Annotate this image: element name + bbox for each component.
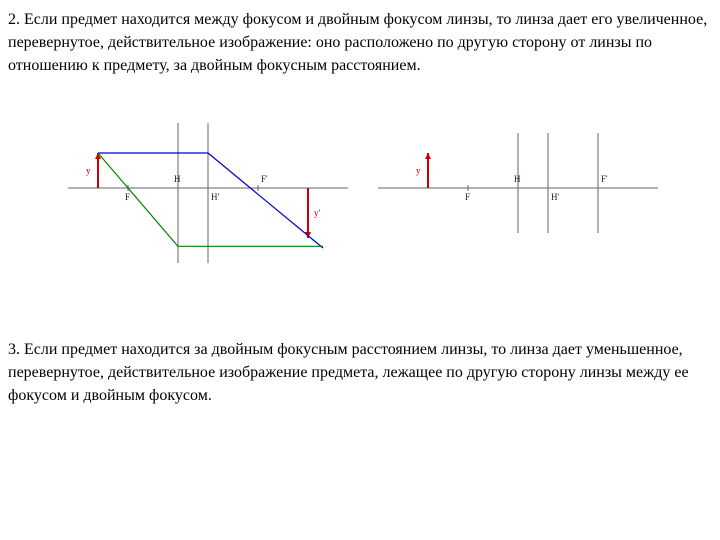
- paragraph-2: 2. Если предмет находится между фокусом …: [8, 8, 712, 78]
- svg-text:F: F: [465, 192, 470, 202]
- svg-text:H': H': [211, 192, 219, 202]
- diagram-left: y y' H H' F F': [68, 118, 348, 268]
- svg-text:F': F': [261, 174, 268, 184]
- diagram-right: y H H' F F': [378, 118, 658, 268]
- svg-text:H: H: [174, 174, 181, 184]
- svg-text:H: H: [514, 174, 521, 184]
- svg-text:F': F': [601, 174, 608, 184]
- svg-text:F: F: [125, 192, 130, 202]
- svg-text:y': y': [314, 208, 321, 218]
- svg-text:H': H': [551, 192, 559, 202]
- svg-text:y: y: [86, 165, 91, 175]
- diagram-row: y y' H H' F F' y H H' F F': [68, 118, 712, 268]
- svg-text:y: y: [416, 165, 421, 175]
- paragraph-3: 3. Если предмет находится за двойным фок…: [8, 338, 712, 408]
